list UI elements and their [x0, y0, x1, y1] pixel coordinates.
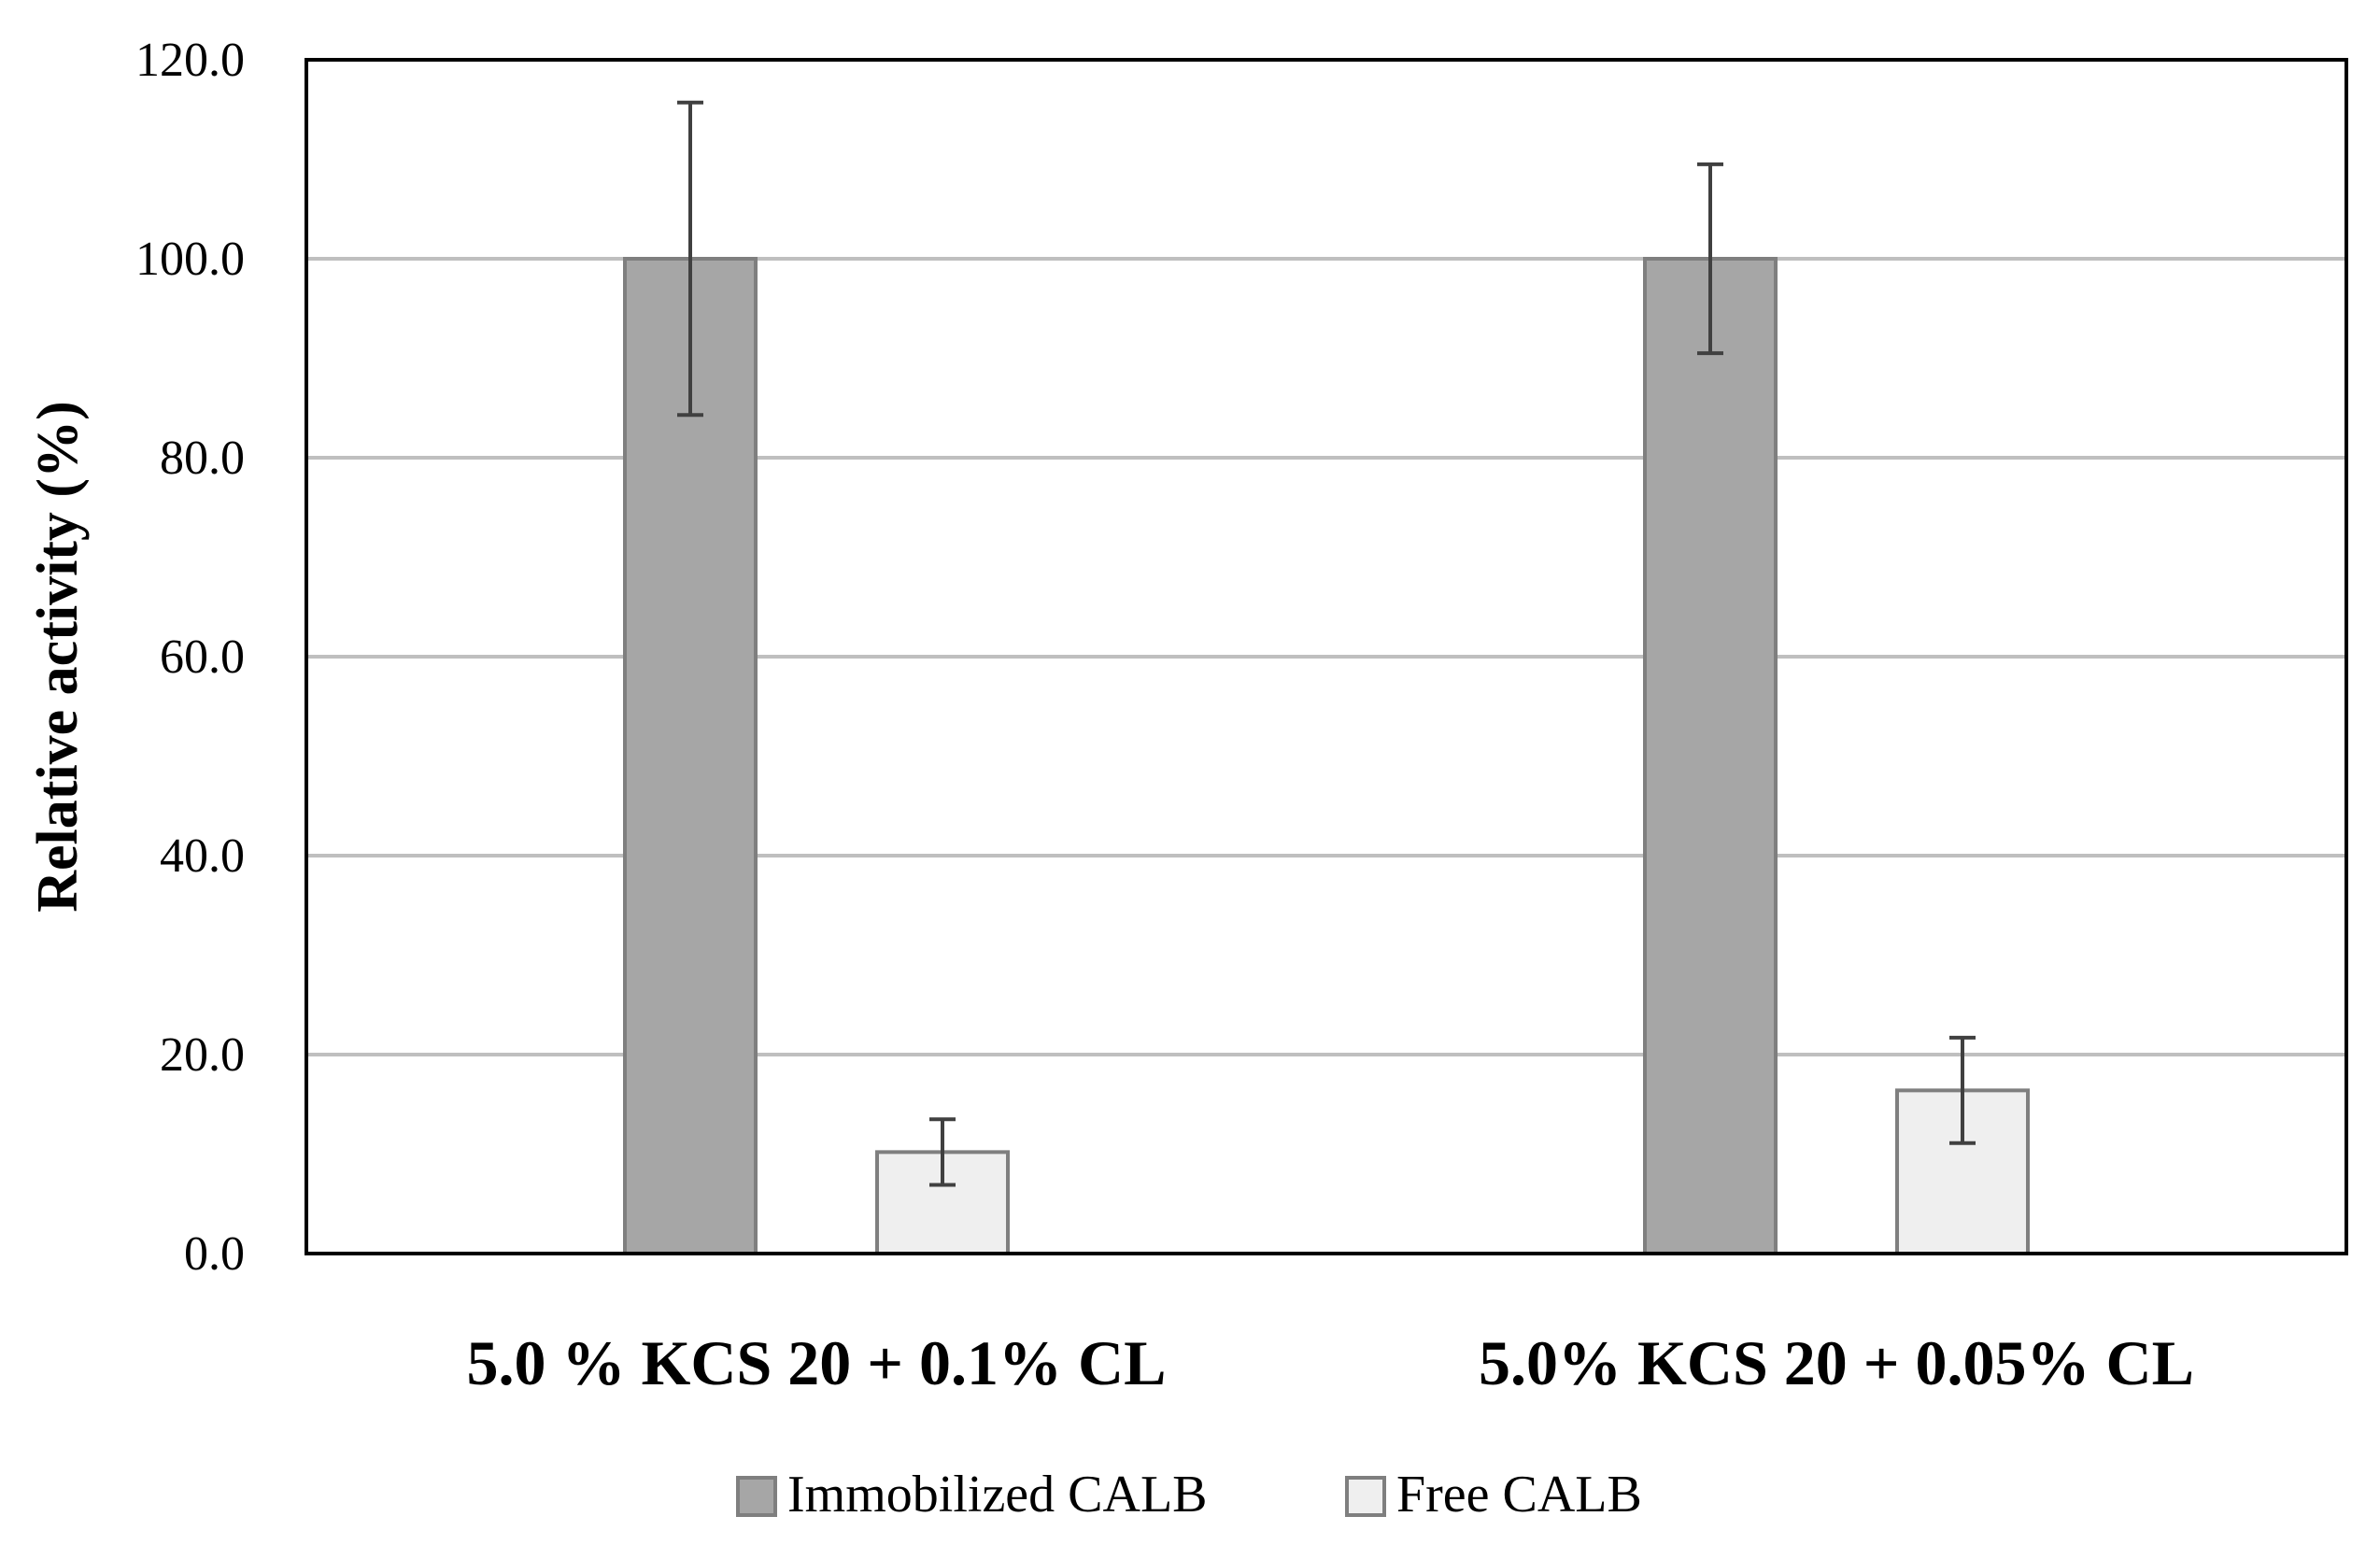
x-category-label: 5.0% KCS 20 + 0.05% CL — [1479, 1327, 2194, 1398]
legend-swatch — [736, 1476, 777, 1517]
legend-item: Immobilized CALB — [736, 1466, 1208, 1524]
y-tick-label: 120.0 — [135, 34, 245, 87]
x-category-label: 5.0 % KCS 20 + 0.1% CL — [466, 1327, 1166, 1398]
y-tick-label: 100.0 — [135, 233, 245, 286]
gridlines — [306, 257, 2346, 1056]
error-bar — [929, 1117, 956, 1187]
x-axis-category-labels: 5.0 % KCS 20 + 0.1% CL 5.0% KCS 20 + 0.05… — [466, 1327, 2194, 1398]
y-tick-label: 0.0 — [184, 1227, 245, 1281]
y-axis-tick-labels: 0.0 20.0 40.0 60.0 80.0 100.0 120.0 — [135, 34, 245, 1281]
y-tick-label: 60.0 — [160, 631, 245, 684]
legend-label: Immobilized CALB — [787, 1466, 1208, 1524]
legend-item: Free CALB — [1345, 1466, 1642, 1524]
y-tick-label: 80.0 — [160, 432, 245, 485]
bar-immobilized-calb — [1643, 257, 1778, 1255]
legend: Immobilized CALB Free CALB — [736, 1466, 1642, 1524]
y-tick-label: 20.0 — [160, 1028, 245, 1082]
error-bar — [1697, 162, 1723, 356]
error-bar — [677, 100, 703, 418]
plot-area-frame — [305, 58, 2348, 1255]
y-axis-label: Relative activity (%) — [26, 401, 90, 912]
bars — [623, 257, 2030, 1255]
y-tick-label: 40.0 — [160, 829, 245, 883]
error-bar — [1949, 1035, 1976, 1145]
legend-label: Free CALB — [1396, 1466, 1642, 1524]
bar-immobilized-calb — [623, 257, 758, 1255]
legend-swatch — [1345, 1476, 1386, 1517]
error-bars — [677, 100, 1976, 1187]
